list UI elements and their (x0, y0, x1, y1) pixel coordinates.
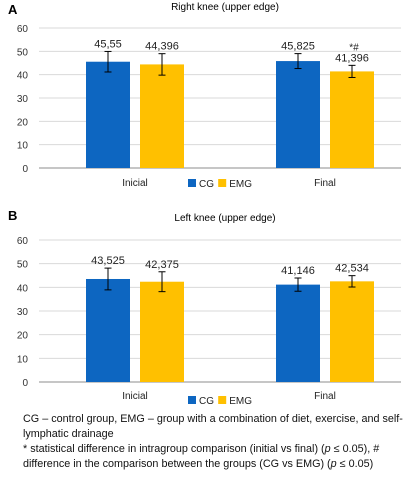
legend-label: CG (199, 396, 214, 407)
data-label: 42,534 (335, 263, 369, 275)
legend-label: EMG (229, 396, 252, 407)
legend-label: EMG (229, 179, 252, 190)
panel-label: A (8, 2, 18, 17)
y-tick-label: 60 (17, 236, 29, 247)
data-label: 45,55 (94, 38, 122, 50)
legend-swatch (218, 179, 227, 187)
bar (86, 61, 130, 168)
chart-title: Right knee (upper edge) (171, 2, 279, 13)
category-label: Final (314, 391, 336, 402)
data-label: 41,396 (335, 52, 369, 64)
figure-charts: A Right knee (upper edge) 0 10 20 30 40 50 60 45,… (8, 2, 401, 407)
y-tick-label: 0 (22, 164, 28, 175)
data-label: 42,375 (145, 259, 179, 271)
panel-label: B (8, 208, 17, 223)
legend-label: CG (199, 179, 214, 190)
y-tick-label: 50 (17, 47, 29, 58)
category-label: Final (314, 178, 336, 189)
figure-caption: CG – control group, EMG – group with a c… (23, 412, 415, 472)
bar (330, 281, 374, 382)
y-tick-label: 20 (17, 117, 29, 128)
bar (140, 281, 184, 382)
data-label: 41,146 (281, 265, 315, 277)
legend-swatch (188, 396, 196, 404)
y-tick-label: 60 (17, 24, 29, 35)
legend-swatch (188, 179, 196, 187)
data-label: 45,825 (281, 41, 315, 53)
y-tick-label: 30 (17, 94, 29, 105)
bar (140, 64, 184, 168)
y-tick-label: 0 (22, 378, 28, 389)
bar (86, 278, 130, 382)
caption-abbreviations: CG – control group, EMG – group with a c… (23, 413, 403, 440)
bar (330, 71, 374, 168)
y-tick-label: 50 (17, 260, 29, 271)
y-tick-label: 40 (17, 283, 29, 294)
category-label: Inicial (122, 391, 148, 402)
category-label: Inicial (122, 178, 148, 189)
caption-significance: * statistical difference in intragroup c… (23, 443, 380, 470)
bar (276, 284, 320, 382)
y-tick-label: 40 (17, 71, 29, 82)
data-label: 44,396 (145, 41, 179, 53)
legend-swatch (218, 396, 227, 404)
data-label: 43,525 (91, 255, 125, 267)
y-tick-label: 10 (17, 354, 29, 365)
chart-title: Left knee (upper edge) (174, 213, 275, 224)
bar (276, 61, 320, 169)
y-tick-label: 20 (17, 331, 29, 342)
y-tick-label: 30 (17, 307, 29, 318)
y-tick-label: 10 (17, 141, 29, 152)
significance-annotation: *# (349, 42, 359, 53)
